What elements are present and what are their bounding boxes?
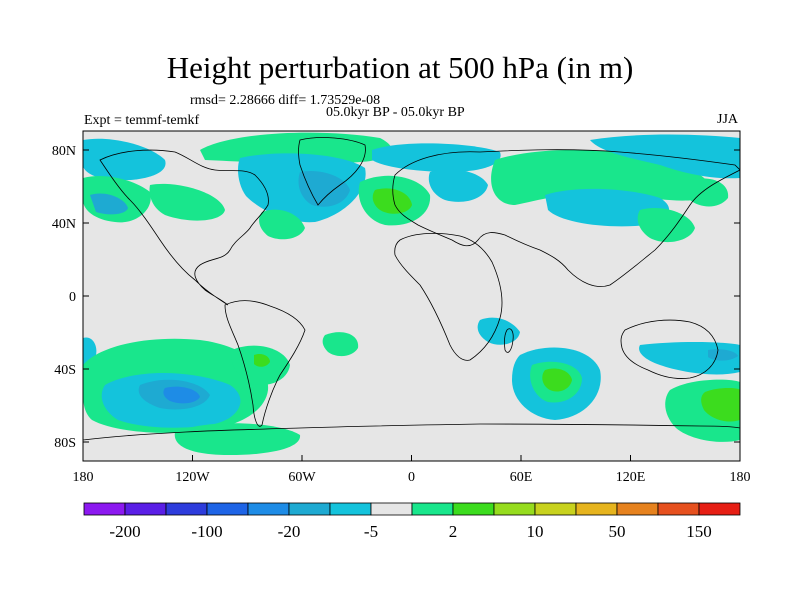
positive-anomaly-region	[149, 183, 225, 221]
colorbar-swatch	[575, 502, 618, 516]
colorbar-swatch	[370, 502, 413, 516]
colorbar-labels: -200 -100 -20 -5 2 10 50 150	[109, 522, 711, 541]
colorbar-swatch	[534, 502, 577, 516]
lon-label: 120E	[616, 470, 646, 485]
positive-anomaly-region	[690, 178, 729, 207]
negative-anomaly-region	[90, 193, 128, 215]
season-label: JJA	[717, 112, 739, 127]
negative-anomaly-region	[163, 386, 200, 404]
lat-label: 80S	[54, 436, 76, 451]
colorbar-swatch	[124, 502, 167, 516]
colorbar-swatch	[411, 502, 454, 516]
madagascar-outline	[504, 328, 514, 353]
positive-anomaly-region	[372, 188, 412, 214]
colorbar-label: 10	[527, 522, 544, 541]
experiment-label: Expt = temmf-temkf	[84, 113, 200, 128]
lat-label: 40N	[52, 217, 76, 232]
south-america-outline	[224, 300, 306, 427]
coastlines	[83, 137, 740, 441]
africa-outline	[394, 232, 503, 361]
colorbar-swatch	[616, 502, 659, 516]
lat-label: 0	[69, 290, 76, 305]
greenland-outline	[298, 137, 366, 206]
negative-anomaly-region	[428, 169, 488, 202]
australia-outline	[620, 319, 719, 379]
antarctica-outline	[83, 423, 740, 441]
lon-label: 60W	[288, 470, 316, 485]
colorbar-label: -5	[364, 522, 378, 541]
lon-label: 180	[73, 470, 94, 485]
colorbar-label: 150	[686, 522, 712, 541]
colorbar-swatch	[493, 502, 536, 516]
positive-anomaly-region	[259, 209, 305, 240]
colorbar-label: -200	[109, 522, 140, 541]
positive-anomaly-region	[542, 368, 572, 392]
colorbar-swatch	[329, 502, 372, 516]
negative-anomaly-region	[83, 138, 166, 181]
colorbar-swatch	[698, 502, 741, 516]
negative-anomaly-region	[298, 170, 350, 207]
positive-anomaly-region	[322, 332, 359, 357]
negative-anomaly-region	[372, 143, 501, 172]
lon-label: 60E	[510, 470, 533, 485]
colorbar-swatch	[206, 502, 249, 516]
positive-anomaly-region	[701, 388, 740, 422]
colorbar-swatch	[247, 502, 290, 516]
contour-field	[83, 131, 740, 461]
negative-anomaly-region	[477, 317, 520, 345]
lat-label: 40S	[54, 363, 76, 378]
colorbar-swatch	[657, 502, 700, 516]
lon-label: 0	[408, 470, 415, 485]
lon-label: 180	[730, 470, 751, 485]
north-america-outline	[99, 149, 269, 306]
colorbar-swatch	[83, 502, 126, 516]
lon-label: 120W	[175, 470, 210, 485]
colorbar-label: 50	[609, 522, 626, 541]
map-title: Height perturbation at 500 hPa (in m)	[166, 50, 634, 85]
positive-anomaly-region	[254, 353, 270, 367]
stats-label: rmsd= 2.28666 diff= 1.73529e-08	[190, 93, 381, 108]
colorbar-swatch	[452, 502, 495, 516]
axis-ticks	[82, 149, 741, 461]
colorbar-label: -100	[191, 522, 222, 541]
negative-anomaly-region	[708, 349, 738, 361]
eurasia-outline	[392, 149, 740, 287]
colorbar-swatch	[288, 502, 331, 516]
period-label: 05.0kyr BP - 05.0kyr BP	[326, 105, 465, 120]
colorbar	[83, 502, 741, 516]
colorbar-label: -20	[278, 522, 301, 541]
lat-label: 80N	[52, 144, 76, 159]
colorbar-label: 2	[449, 522, 458, 541]
positive-anomaly-region	[200, 132, 392, 164]
positive-anomaly-region	[637, 208, 695, 243]
colorbar-swatch	[165, 502, 208, 516]
